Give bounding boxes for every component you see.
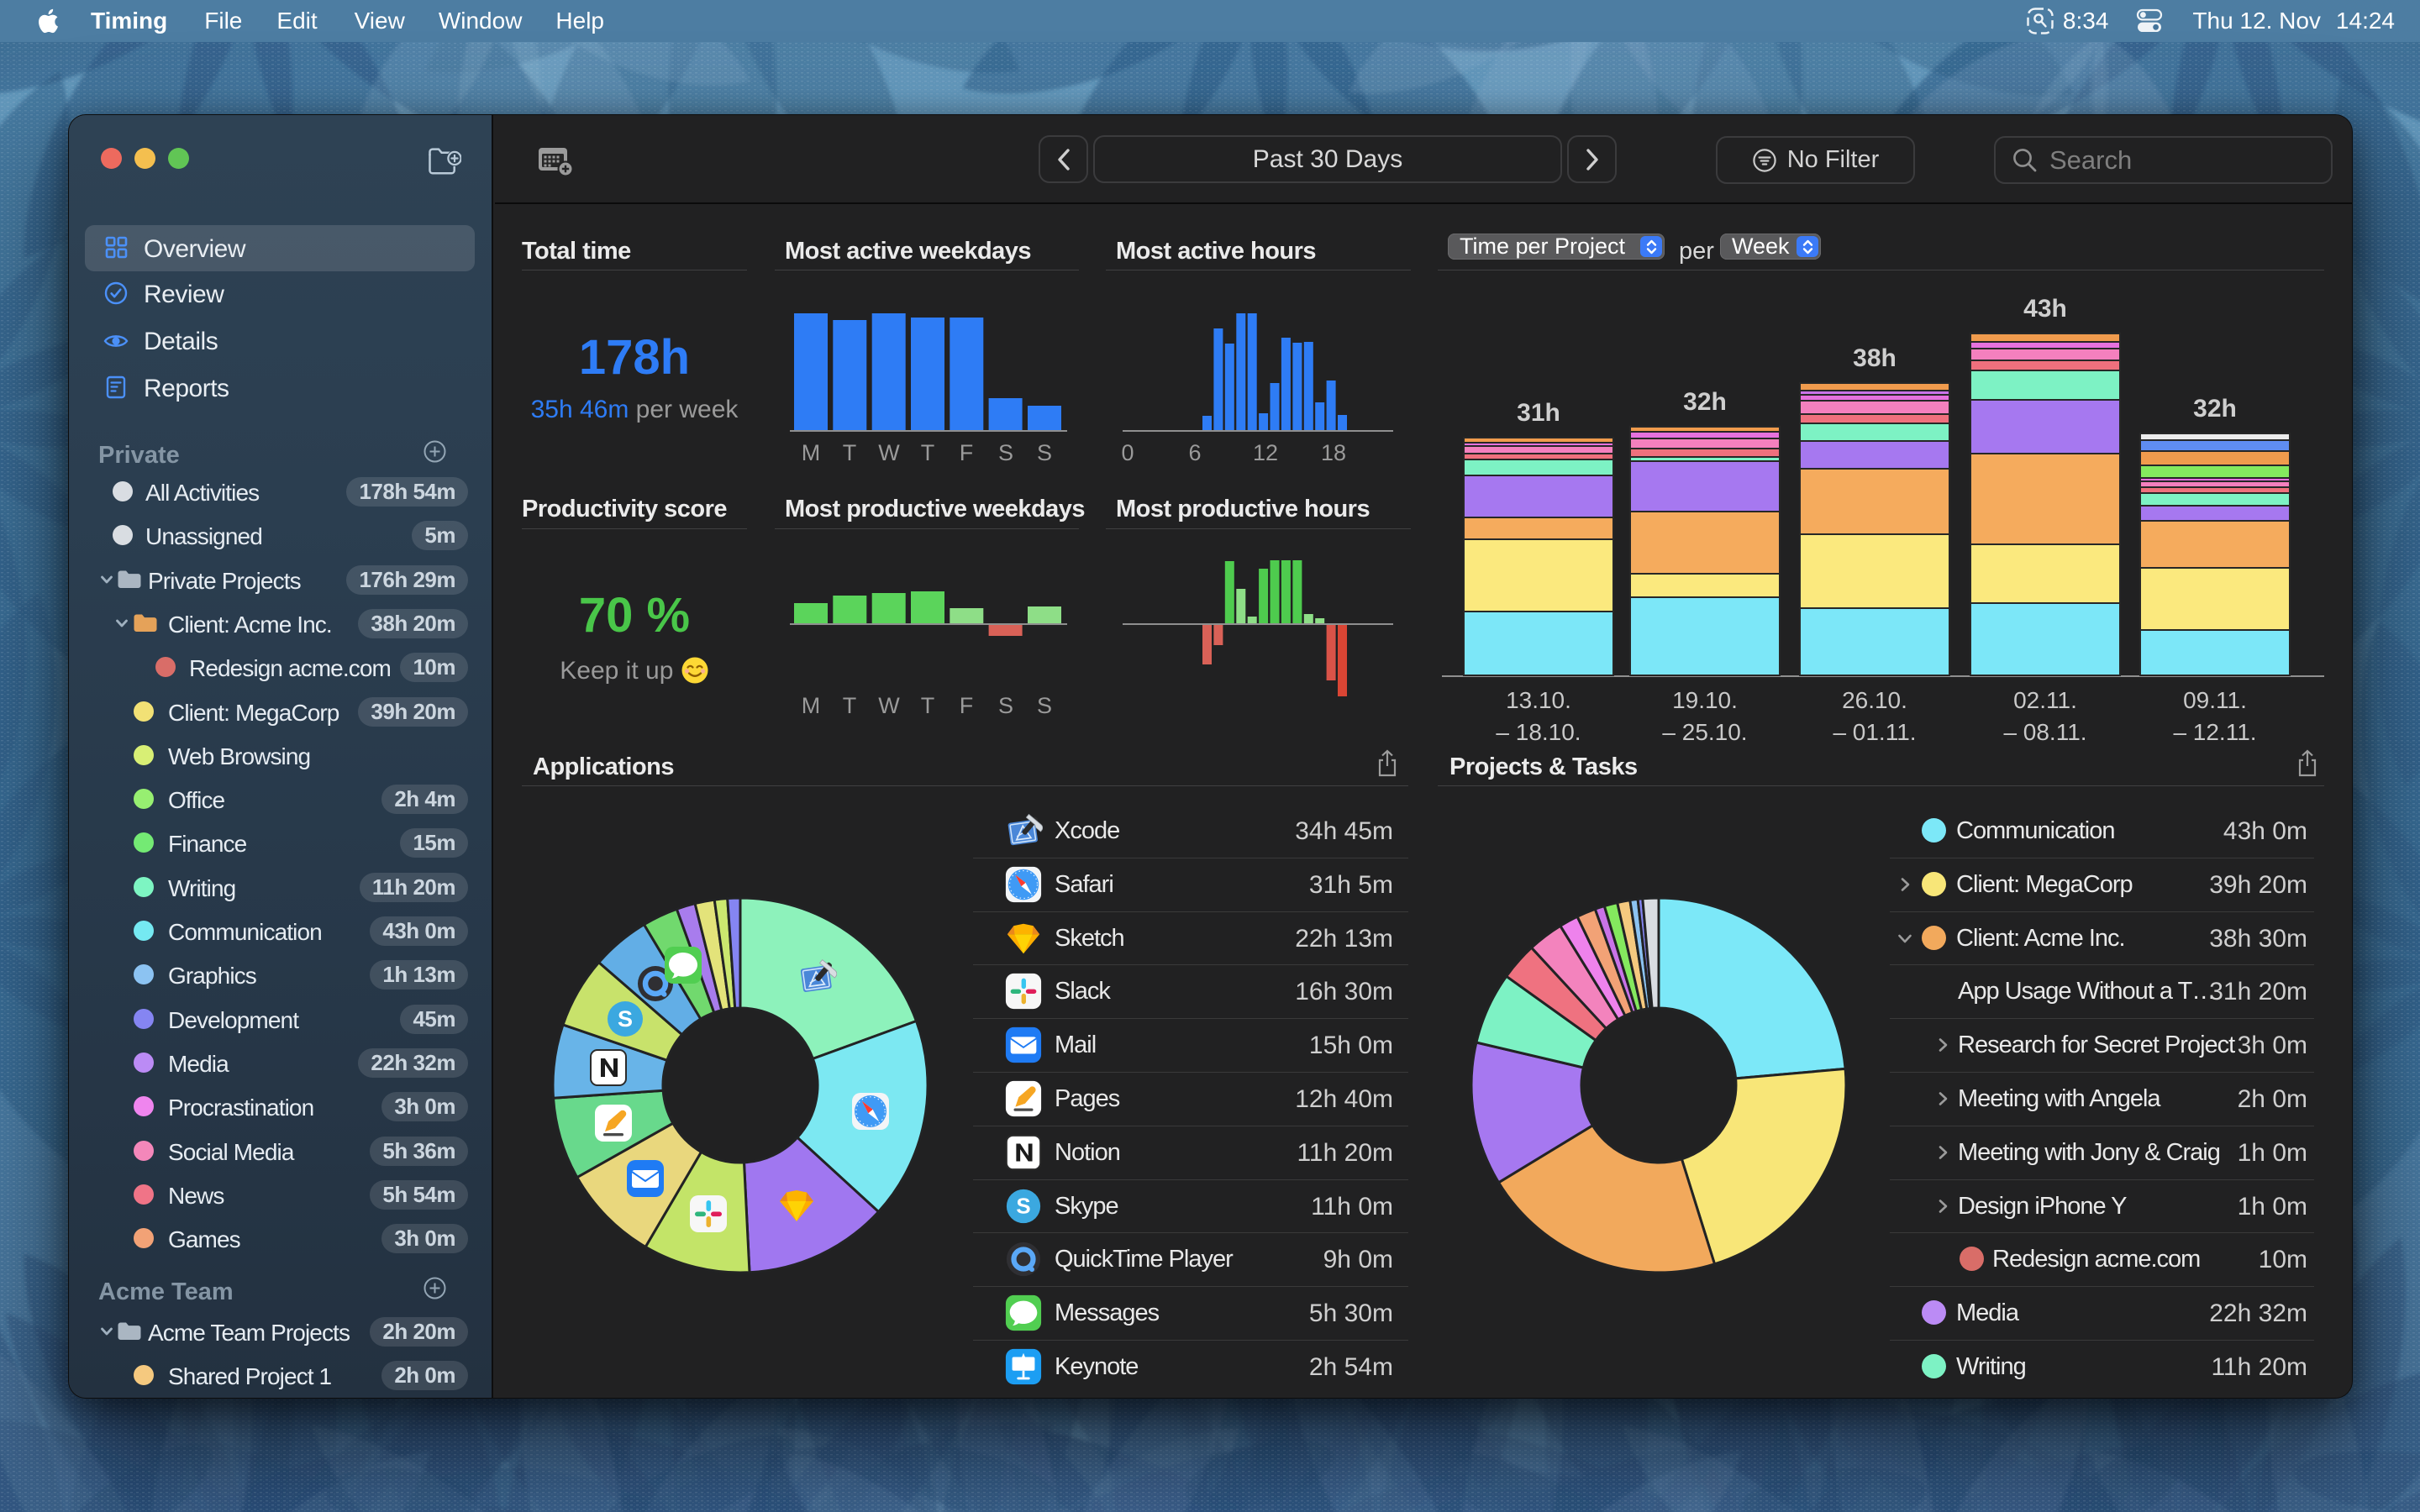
svg-text:S: S — [618, 1006, 633, 1032]
svg-text:S: S — [1016, 1195, 1030, 1219]
